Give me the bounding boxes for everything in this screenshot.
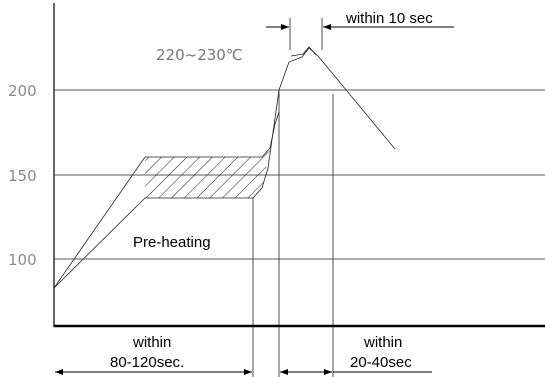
peak-ridge [290, 46, 317, 57]
preheat-time-line1: within [132, 334, 171, 351]
reflow-time-line1: within [363, 334, 402, 351]
y-tick-150: 150 [8, 167, 37, 185]
preheat-tolerance-band [145, 124, 275, 198]
peak-time-label: within 10 sec [345, 10, 433, 27]
reflow-time-line2: 20-40sec [350, 354, 412, 371]
preheat-label: Pre-heating [133, 234, 211, 251]
preheat-time-line2: 80-120sec. [110, 354, 184, 371]
profile-upper-curve [53, 111, 280, 289]
y-tick-100: 100 [8, 251, 37, 269]
peak-temp-label: 220~230℃ [156, 46, 243, 64]
y-tick-200: 200 [8, 82, 37, 100]
